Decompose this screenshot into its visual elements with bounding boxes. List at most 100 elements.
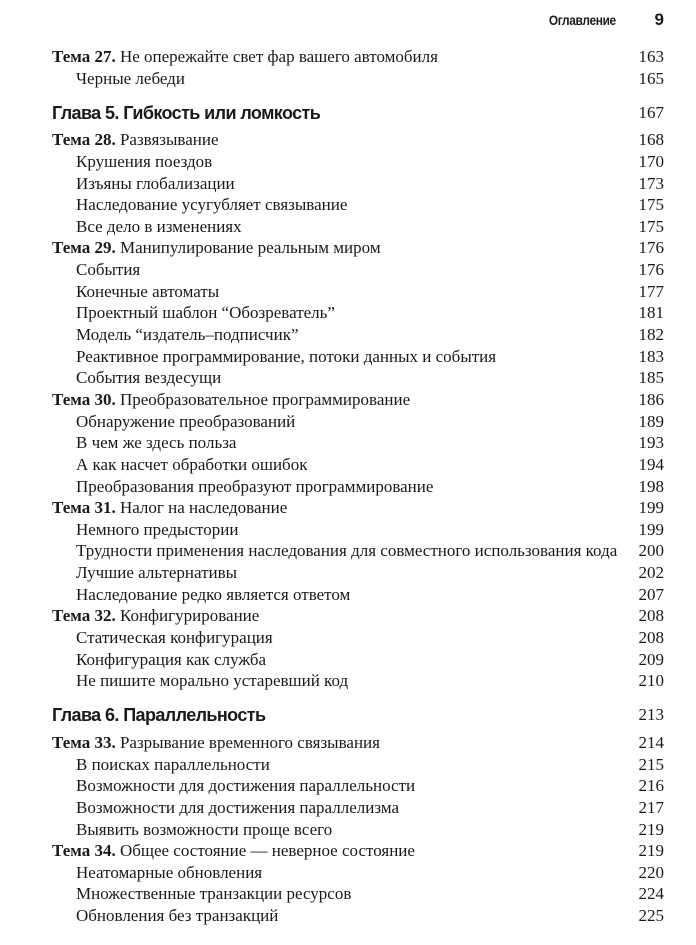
toc-subsection[interactable]: Конечные автоматы 177 xyxy=(52,281,664,303)
toc-subsection[interactable]: Модель “издатель–подписчик” 182 xyxy=(52,324,664,346)
toc-page-number: 193 xyxy=(638,433,665,453)
topic-number: Тема 31. xyxy=(52,498,116,518)
toc-subsection[interactable]: Конфигурация как служба 209 xyxy=(52,649,664,671)
toc-page-number: 225 xyxy=(638,906,665,926)
toc-entry-title: Выявить возможности проще всего xyxy=(76,819,333,839)
toc-page-number: 200 xyxy=(638,541,665,561)
toc-subsection[interactable]: Черные лебеди 165 xyxy=(52,68,664,90)
toc-entry-title: Реактивное программирование, потоки данн… xyxy=(76,346,497,366)
toc-subsection[interactable]: Множественные транзакции ресурсов 224 xyxy=(52,883,664,905)
toc-entry-text: Тема 28. Развязывание xyxy=(52,129,219,151)
toc-entry-title: Все дело в изменениях xyxy=(76,216,242,236)
toc-topic[interactable]: Тема 31. Налог на наследование 199 xyxy=(52,497,664,519)
toc-subsection[interactable]: Неатомарные обновления 220 xyxy=(52,862,664,884)
toc-topic[interactable]: Тема 33. Разрывание временного связывани… xyxy=(52,732,664,754)
toc-subsection[interactable]: Обнаружение преобразований 189 xyxy=(52,411,664,433)
toc-entry-text: Модель “издатель–подписчик” xyxy=(76,324,299,346)
toc-subsection[interactable]: Возможности для достижения параллелизма 2… xyxy=(52,797,664,819)
toc-entry-text: В поисках параллельности xyxy=(76,754,270,776)
toc-subsection[interactable]: Изъяны глобализации 173 xyxy=(52,173,664,195)
toc-subsection[interactable]: В чем же здесь польза 193 xyxy=(52,432,664,454)
toc-topic[interactable]: Тема 32. Конфигурирование 208 xyxy=(52,605,664,627)
toc-page-number: 168 xyxy=(638,130,665,150)
toc-topic[interactable]: Тема 30. Преобразовательное программиров… xyxy=(52,389,664,411)
toc-entry-title: Возможности для достижения параллельност… xyxy=(76,776,416,796)
toc-subsection[interactable]: Наследование редко является ответом 207 xyxy=(52,584,664,606)
toc-page-number: 189 xyxy=(638,411,665,431)
toc-subsection[interactable]: Выявить возможности проще всего 219 xyxy=(52,819,664,841)
toc-subsection[interactable]: Возможности для достижения параллельност… xyxy=(52,775,664,797)
toc-entry-title: События xyxy=(76,260,141,280)
toc-chapter[interactable]: Глава 6. Параллельность 213 xyxy=(52,704,664,726)
toc-subsection[interactable]: В поисках параллельности 215 xyxy=(52,754,664,776)
toc-entry-title: Не пишите морально устаревший код xyxy=(76,671,349,691)
toc-subsection[interactable]: Наследование усугубляет связывание 175 xyxy=(52,194,664,216)
toc-entry-title: Трудности применения наследования для со… xyxy=(76,541,618,561)
toc-entry-text: А как насчет обработки ошибок xyxy=(76,454,307,476)
toc-page-number: 176 xyxy=(638,238,665,258)
toc-entry-title: Проектный шаблон “Обозреватель” xyxy=(76,303,335,323)
toc-entry-text: Тема 27. Не опережайте свет фар вашего а… xyxy=(52,46,438,68)
toc-topic[interactable]: Тема 34. Общее состояние — неверное сост… xyxy=(52,840,664,862)
toc-entry-title: Налог на наследование xyxy=(119,498,288,518)
toc-subsection[interactable]: Крушения поездов 170 xyxy=(52,151,664,173)
toc-subsection[interactable]: Проектный шаблон “Обозреватель” 181 xyxy=(52,302,664,324)
toc-subsection[interactable]: Преобразования преобразуют программирова… xyxy=(52,476,664,498)
toc-subsection[interactable]: Статическая конфигурация 208 xyxy=(52,627,664,649)
toc-entry-title: Лучшие альтернативы xyxy=(76,563,238,583)
toc-subsection[interactable]: Лучшие альтернативы 202 xyxy=(52,562,664,584)
toc-entry-title: Манипулирование реальным миром xyxy=(119,238,381,258)
toc-entry-title: Развязывание xyxy=(119,130,219,150)
toc-subsection[interactable]: События 176 xyxy=(52,259,664,281)
toc-topic[interactable]: Тема 28. Развязывание 168 xyxy=(52,129,664,151)
toc-entry-text: События xyxy=(76,259,140,281)
toc-subsection[interactable]: Обновления без транзакций 225 xyxy=(52,905,664,927)
toc-subsection[interactable]: Немного предыстории 199 xyxy=(52,519,664,541)
toc-topic[interactable]: Тема 27. Не опережайте свет фар вашего а… xyxy=(52,46,664,68)
toc-entry-text: Конечные автоматы xyxy=(76,281,219,303)
toc-entry-title: Конечные автоматы xyxy=(76,281,220,301)
toc-entry-text: Тема 30. Преобразовательное программиров… xyxy=(52,389,410,411)
running-header: Оглавление 9 xyxy=(0,10,664,34)
toc-subsection[interactable]: Все дело в изменениях 175 xyxy=(52,216,664,238)
toc-page-number: 216 xyxy=(638,776,665,796)
toc-entry-title: Изъяны глобализации xyxy=(76,173,235,193)
topic-number: Тема 27. xyxy=(52,47,116,66)
toc-page-number: 186 xyxy=(638,389,665,409)
toc-entry-text: Крушения поездов xyxy=(76,151,212,173)
toc-entry-text: Немного предыстории xyxy=(76,519,238,541)
toc-entry-text: Возможности для достижения параллельност… xyxy=(76,775,415,797)
toc-entry-text: Конфигурация как служба xyxy=(76,649,266,671)
toc-entry-title: Не опережайте свет фар вашего автомобиля xyxy=(119,47,438,66)
toc-entry-title: Немного предыстории xyxy=(76,519,239,539)
toc-entry-title: Обновления без транзакций xyxy=(76,906,279,926)
toc-subsection[interactable]: А как насчет обработки ошибок 194 xyxy=(52,454,664,476)
toc-entry-text: События вездесущи xyxy=(76,367,221,389)
toc-entry-title: Статическая конфигурация xyxy=(76,628,273,648)
toc-entry-title: Общее состояние — неверное состояние xyxy=(119,841,415,861)
toc-entry-title: Преобразования преобразуют программирова… xyxy=(76,476,434,496)
toc-topic[interactable]: Тема 29. Манипулирование реальным миром 1… xyxy=(52,237,664,259)
toc-entry-text: Проектный шаблон “Обозреватель” xyxy=(76,302,335,324)
toc-entry-title: События вездесущи xyxy=(76,368,222,388)
toc-entry-title: Крушения поездов xyxy=(76,151,213,171)
toc-page-number: 215 xyxy=(638,754,665,774)
toc-subsection[interactable]: Трудности применения наследования для со… xyxy=(52,540,664,562)
toc-page-number: 207 xyxy=(638,584,665,604)
toc-page-number: 202 xyxy=(638,563,665,583)
toc-entry-title: Конфигурация как служба xyxy=(76,649,267,669)
toc-entry-title: Модель “издатель–подписчик” xyxy=(76,325,299,345)
toc-chapter[interactable]: Глава 5. Гибкость или ломкость 167 xyxy=(52,102,664,124)
toc-entry-text: Обновления без транзакций xyxy=(76,905,278,927)
toc-entry-text: Обнаружение преобразований xyxy=(76,411,295,433)
toc-entry-title: В чем же здесь польза xyxy=(76,433,237,453)
toc-page-number: 175 xyxy=(638,216,665,236)
toc-subsection[interactable]: Реактивное программирование, потоки данн… xyxy=(52,346,664,368)
toc-page-number: 199 xyxy=(638,519,665,539)
topic-number: Тема 32. xyxy=(52,606,116,626)
toc-entry-title: Неатомарные обновления xyxy=(76,862,263,882)
toc-subsection[interactable]: События вездесущи 185 xyxy=(52,367,664,389)
toc-entry-text: Трудности применения наследования для со… xyxy=(76,540,617,562)
toc-subsection[interactable]: Не пишите морально устаревший код 210 xyxy=(52,670,664,692)
toc-entry-title: Черные лебеди xyxy=(76,68,185,88)
